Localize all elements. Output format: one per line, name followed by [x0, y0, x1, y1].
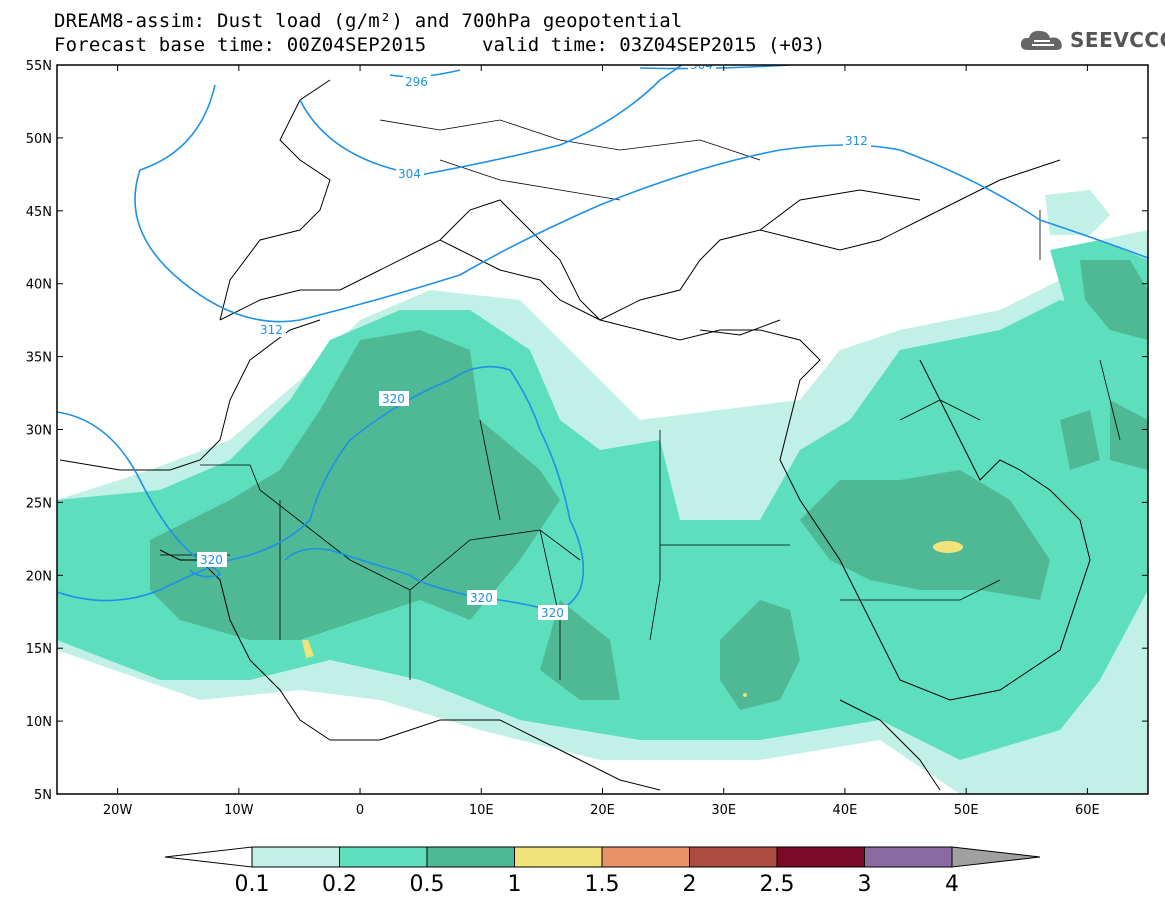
colorbar-tick-label: 1.5 [584, 872, 620, 897]
map-title: DREAM8-assim: Dust load (g/m²) and 700hP… [54, 10, 683, 32]
colorbar-tick-label: 2.5 [759, 872, 795, 897]
contour-label-320: 320 [470, 591, 493, 605]
lat-label: 5N [34, 788, 52, 803]
colorbar-over-arrow [951, 846, 1041, 868]
seevccc-logo: SEEVCCC [1018, 26, 1165, 54]
lat-label: 40N [26, 278, 52, 293]
colorbar-segment [776, 846, 865, 868]
contour-label-304: 304 [398, 167, 421, 181]
colorbar-segment [514, 846, 603, 868]
colorbar-tick-label: 1 [507, 872, 522, 897]
forecast-base-time: Forecast base time: 00Z04SEP2015 [54, 34, 427, 56]
lat-label: 45N [26, 205, 52, 220]
lat-label: 10N [26, 715, 52, 730]
colorbar-tick-label: 0.2 [322, 872, 357, 897]
colorbar-segment [426, 846, 515, 868]
dust-layer-dense [150, 260, 1148, 710]
lon-label: 40E [833, 803, 858, 818]
lat-label: 25N [26, 496, 52, 511]
lon-label: 20W [103, 803, 133, 818]
lon-label: 20E [590, 803, 615, 818]
colorbar-tick-label: 3 [857, 872, 872, 897]
colorbar [164, 846, 1041, 868]
contour-label-320: 320 [200, 553, 223, 567]
colorbar-tick-label: 2 [682, 872, 697, 897]
colorbar-tick-label: 0.1 [234, 872, 270, 897]
contour-label-304: 304 [690, 58, 713, 72]
lon-label: 10W [224, 803, 254, 818]
contour-label-312: 312 [845, 134, 868, 148]
colorbar-segment [601, 846, 690, 868]
contour-labels: 296 304 312 320 320 320 320 304 312 [197, 58, 871, 620]
lat-label: 30N [26, 424, 52, 439]
valid-time: valid time: 03Z04SEP2015 (+03) [482, 34, 826, 56]
colorbar-segment [864, 846, 953, 868]
colorbar-under-arrow [164, 846, 253, 868]
contour-label-320: 320 [382, 392, 405, 406]
lon-label: 30E [711, 803, 736, 818]
contour-label-296: 296 [405, 75, 428, 89]
contour-label-320: 320 [541, 606, 564, 620]
coastlines [59, 79, 1091, 791]
lon-label: 0 [356, 803, 364, 818]
longitude-axis: 20W 10W 0 10E 20E 30E 40E 50E 60E [103, 65, 1100, 818]
lon-label: 50E [954, 803, 979, 818]
lon-label: 60E [1075, 803, 1100, 818]
colorbar-tick-label: 4 [945, 872, 959, 897]
lat-label: 35N [26, 351, 52, 366]
colorbar-segment [251, 846, 340, 868]
logo-text: SEEVCCC [1070, 28, 1165, 52]
latitude-axis: 55N 50N 45N 40N 35N 30N 25N 20N 15N 10N 5N [26, 59, 1148, 803]
lat-label: 55N [26, 59, 52, 74]
country-borders [160, 119, 1121, 680]
lat-label: 20N [26, 569, 52, 584]
colorbar-segment [339, 846, 428, 868]
colorbar-segment [689, 846, 778, 868]
lat-label: 15N [26, 642, 52, 657]
dust-layer-high [302, 541, 963, 697]
colorbar-tick-label: 0.5 [409, 872, 445, 897]
contour-label-312: 312 [260, 323, 283, 337]
lon-label: 10E [469, 803, 494, 818]
geopotential-contours [57, 65, 1148, 611]
cloud-icon [1020, 30, 1062, 50]
lat-label: 50N [26, 132, 52, 147]
